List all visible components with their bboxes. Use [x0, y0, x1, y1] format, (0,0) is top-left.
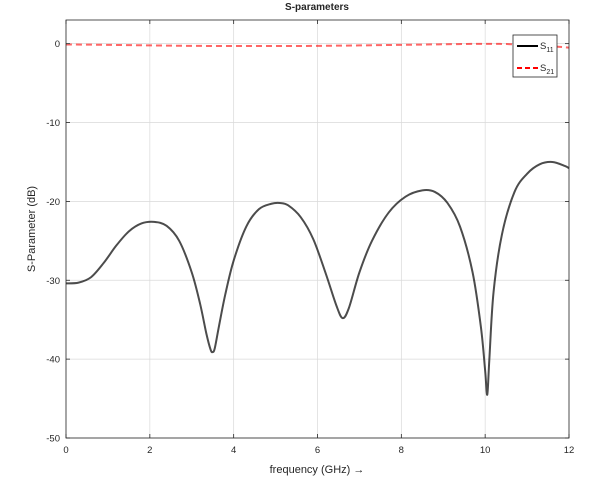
legend-label-s11-main: S	[540, 41, 546, 52]
chart-title: S-parameters	[285, 2, 349, 13]
y-tick-label: -10	[46, 118, 60, 129]
x-tick-labels: 0 2 4 6 8 10 12	[63, 445, 574, 456]
legend: S11 S21	[512, 34, 558, 78]
y-tick-label: 0	[55, 39, 60, 50]
x-tick-label: 8	[399, 445, 404, 456]
x-tick-label: 12	[564, 445, 575, 456]
x-axis-label: frequency (GHz) →	[270, 464, 365, 476]
x-tick-label: 4	[231, 445, 236, 456]
legend-label-s21: S21	[540, 63, 554, 76]
y-tick-label: -50	[46, 434, 60, 445]
plot-area	[65, 19, 570, 439]
legend-label-s21-main: S	[540, 63, 546, 74]
series-line-s11	[65, 160, 570, 396]
x-tick-label: 2	[147, 445, 152, 456]
y-tick-labels: 0 -10 -20 -30 -40 -50	[46, 39, 60, 444]
y-tick-label: -30	[46, 276, 60, 287]
y-axis-label: S-Parameter (dB)	[26, 186, 38, 272]
legend-label-s21-sub: 21	[546, 69, 554, 76]
x-tick-label: 0	[63, 445, 68, 456]
ticks	[65, 20, 570, 439]
x-tick-label: 10	[480, 445, 491, 456]
legend-label-s11: S11	[540, 41, 554, 54]
legend-box	[512, 34, 558, 78]
y-tick-label: -20	[46, 197, 60, 208]
y-tick-label: -40	[46, 355, 60, 366]
x-tick-label: 6	[315, 445, 320, 456]
legend-label-s11-sub: 11	[546, 47, 553, 54]
